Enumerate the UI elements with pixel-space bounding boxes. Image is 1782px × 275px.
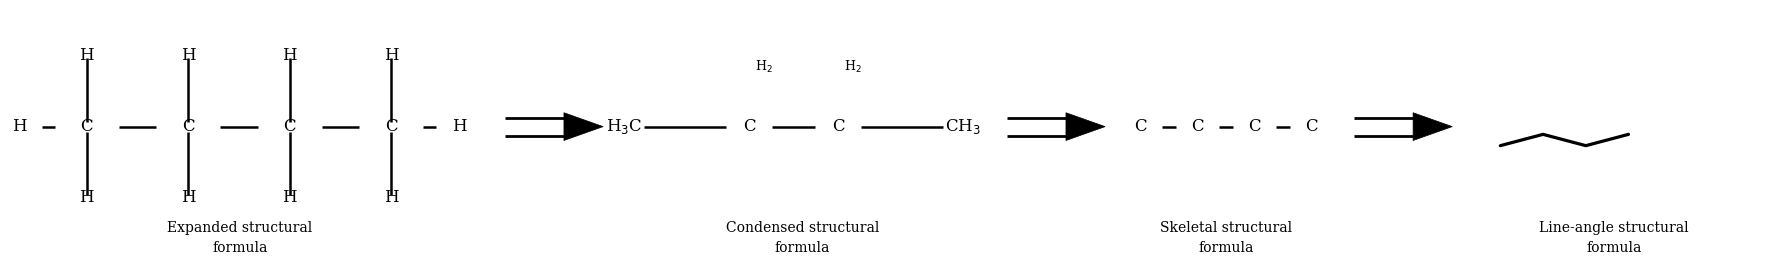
Text: C: C (743, 118, 756, 135)
Text: Condensed structural
formula: Condensed structural formula (725, 221, 879, 255)
Text: H$_2$: H$_2$ (754, 59, 772, 75)
Text: H: H (182, 47, 196, 64)
Text: C: C (385, 118, 397, 135)
Text: C: C (1304, 118, 1317, 135)
Text: H: H (282, 189, 298, 206)
Text: C: C (832, 118, 845, 135)
Text: H: H (383, 47, 399, 64)
Polygon shape (563, 113, 602, 141)
Text: H: H (80, 47, 94, 64)
Text: C: C (1190, 118, 1203, 135)
Text: H: H (451, 118, 465, 135)
Text: CH$_3$: CH$_3$ (944, 117, 980, 136)
Text: Expanded structural
formula: Expanded structural formula (168, 221, 312, 255)
Text: C: C (80, 118, 93, 135)
Text: C: C (1133, 118, 1146, 135)
Polygon shape (1413, 113, 1452, 141)
Text: C: C (283, 118, 296, 135)
Text: H$_2$: H$_2$ (843, 59, 861, 75)
Text: H: H (182, 189, 196, 206)
Text: C: C (182, 118, 194, 135)
Text: Skeletal structural
formula: Skeletal structural formula (1160, 221, 1292, 255)
Text: H: H (282, 47, 298, 64)
Text: H: H (12, 118, 27, 135)
Text: Line-angle structural
formula: Line-angle structural formula (1538, 221, 1688, 255)
Text: C: C (1247, 118, 1260, 135)
Text: H: H (80, 189, 94, 206)
Polygon shape (1066, 113, 1105, 141)
Text: H$_3$C: H$_3$C (606, 117, 642, 136)
Text: H: H (383, 189, 399, 206)
